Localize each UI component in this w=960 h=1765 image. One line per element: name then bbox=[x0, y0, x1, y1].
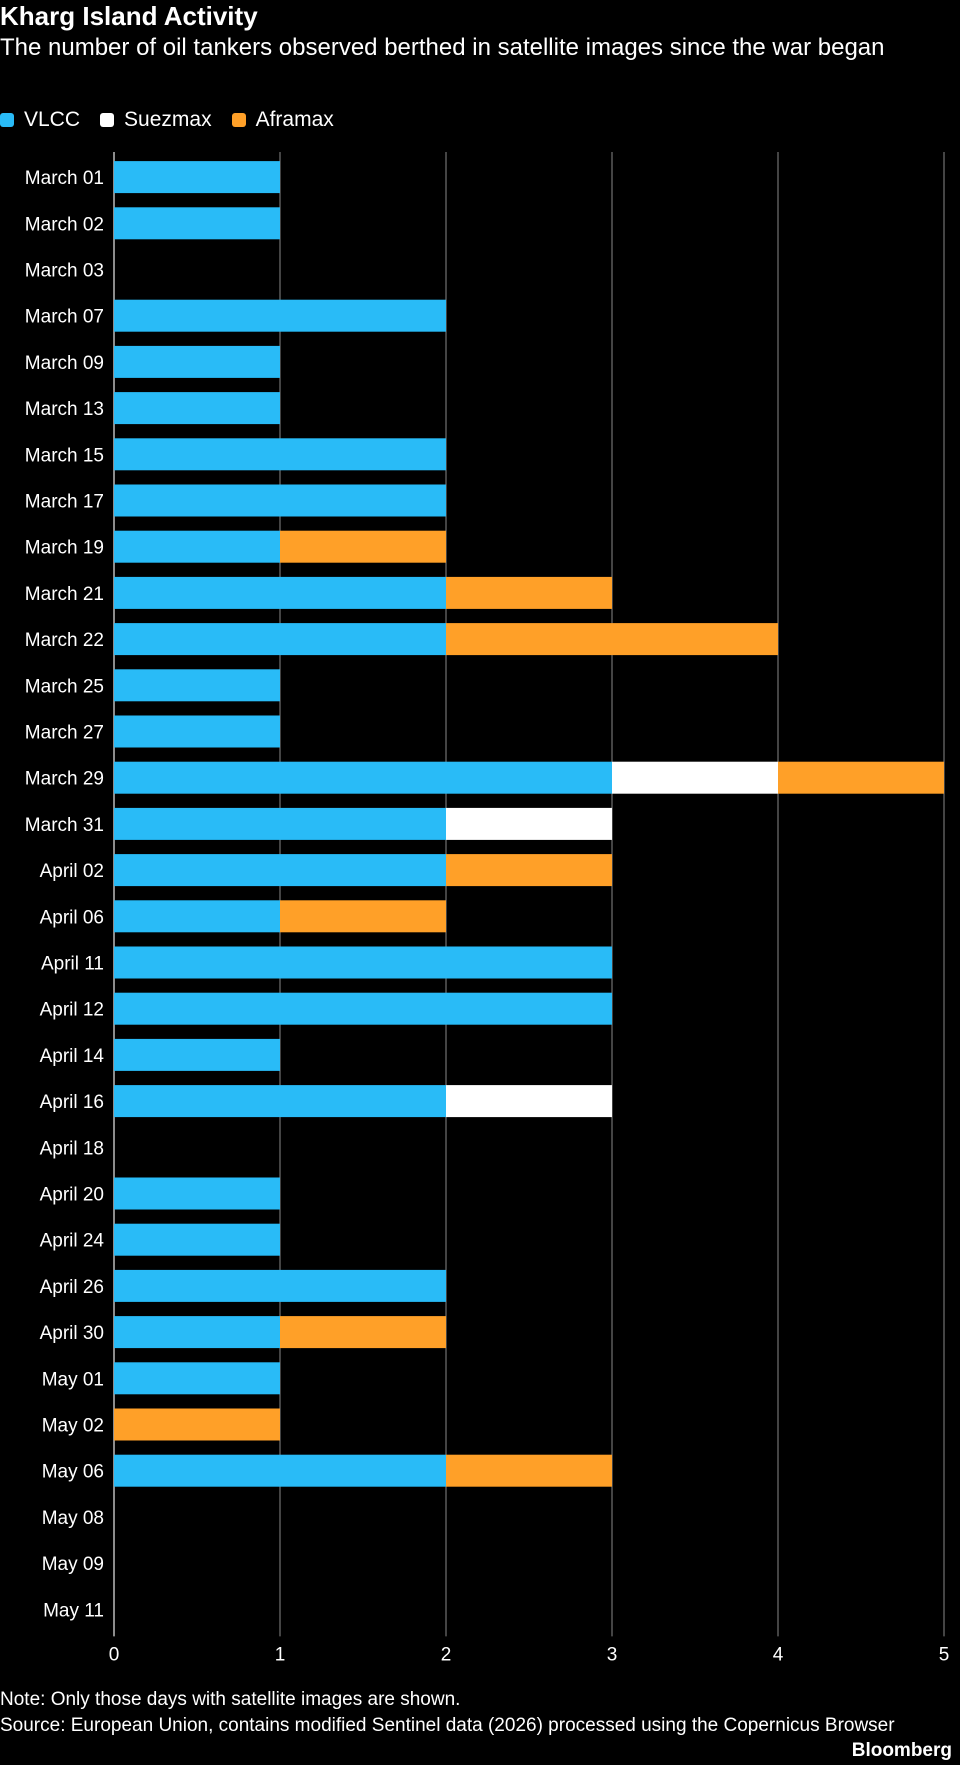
bar-vlcc-march-09 bbox=[114, 345, 280, 378]
bar-vlcc-april-16 bbox=[114, 1085, 446, 1118]
category-label-march-13: March 13 bbox=[25, 399, 104, 420]
bar-aframax-april-02 bbox=[446, 854, 612, 887]
category-label-april-24: April 24 bbox=[40, 1231, 105, 1252]
bar-aframax-may-02 bbox=[114, 1408, 280, 1441]
bar-vlcc-april-20 bbox=[114, 1177, 280, 1210]
category-label-march-29: March 29 bbox=[25, 769, 104, 790]
category-label-may-08: May 08 bbox=[42, 1508, 104, 1529]
legend-swatch-suezmax bbox=[100, 113, 115, 127]
footer-source: Source: European Union, contains modifie… bbox=[0, 1715, 895, 1736]
category-label-may-11: May 11 bbox=[43, 1600, 104, 1621]
category-label-march-15: March 15 bbox=[25, 445, 104, 466]
x-axis: 0 1 2 3 4 5 bbox=[109, 1644, 950, 1665]
category-label-may-06: May 06 bbox=[42, 1462, 104, 1483]
category-label-march-17: March 17 bbox=[25, 492, 104, 513]
category-label-march-21: March 21 bbox=[25, 584, 104, 605]
bar-vlcc-may-01 bbox=[114, 1362, 280, 1395]
bar-vlcc-april-26 bbox=[114, 1269, 446, 1302]
legend-item-vlcc: VLCC bbox=[0, 108, 80, 132]
category-label-march-22: March 22 bbox=[25, 630, 104, 651]
category-labels: March 01 March 02 March 03 March 07 March 09… bbox=[25, 168, 105, 1621]
bar-vlcc-april-12 bbox=[114, 992, 612, 1025]
bar-suezmax-april-16 bbox=[446, 1085, 612, 1118]
bar-vlcc-april-02 bbox=[114, 854, 446, 887]
category-label-may-01: May 01 bbox=[42, 1369, 104, 1390]
category-label-march-02: March 02 bbox=[25, 214, 104, 235]
brand-logo-text: Bloomberg bbox=[851, 1740, 952, 1761]
legend-label-aframax: Aframax bbox=[255, 108, 334, 131]
category-label-april-06: April 06 bbox=[40, 907, 104, 928]
bar-vlcc-april-06 bbox=[114, 900, 280, 933]
category-label-may-09: May 09 bbox=[42, 1554, 104, 1575]
bar-aframax-march-22 bbox=[446, 623, 778, 656]
bar-aframax-march-21 bbox=[446, 576, 612, 609]
x-tick-label-0: 0 bbox=[109, 1644, 120, 1665]
x-tick-label-5: 5 bbox=[939, 1644, 950, 1665]
category-label-march-27: March 27 bbox=[25, 723, 104, 744]
bar-vlcc-march-27 bbox=[114, 715, 280, 748]
category-label-april-02: April 02 bbox=[40, 861, 104, 882]
bars bbox=[114, 161, 944, 1487]
bar-aframax-may-06 bbox=[446, 1454, 612, 1487]
bar-aframax-april-30 bbox=[280, 1316, 446, 1349]
bar-vlcc-march-13 bbox=[114, 392, 280, 425]
bar-vlcc-march-07 bbox=[114, 299, 446, 332]
bar-vlcc-may-06 bbox=[114, 1454, 446, 1487]
bar-vlcc-march-21 bbox=[114, 576, 446, 609]
chart-title: Kharg Island Activity bbox=[0, 1, 258, 31]
legend-label-vlcc: VLCC bbox=[24, 108, 81, 131]
chart-legend: VLCC Suezmax Aframax bbox=[0, 106, 354, 134]
bar-vlcc-april-30 bbox=[114, 1316, 280, 1349]
category-label-march-31: March 31 bbox=[25, 815, 104, 836]
bar-suezmax-march-29 bbox=[612, 761, 778, 794]
category-label-march-25: March 25 bbox=[25, 676, 104, 697]
bar-vlcc-april-24 bbox=[114, 1223, 280, 1256]
bar-vlcc-march-22 bbox=[114, 623, 446, 656]
bar-vlcc-march-01 bbox=[114, 161, 280, 194]
bar-vlcc-march-17 bbox=[114, 484, 446, 517]
category-label-april-11: April 11 bbox=[41, 954, 104, 975]
category-label-march-01: March 01 bbox=[25, 168, 104, 189]
category-label-april-16: April 16 bbox=[40, 1092, 104, 1113]
bar-vlcc-march-19 bbox=[114, 530, 280, 563]
category-label-april-26: April 26 bbox=[40, 1277, 104, 1298]
bar-suezmax-march-31 bbox=[446, 807, 612, 840]
bar-aframax-april-06 bbox=[280, 900, 446, 933]
legend-item-suezmax: Suezmax bbox=[100, 108, 212, 132]
bar-vlcc-march-25 bbox=[114, 669, 280, 702]
bar-vlcc-march-31 bbox=[114, 807, 446, 840]
bar-vlcc-april-11 bbox=[114, 946, 612, 979]
legend-item-aframax: Aframax bbox=[231, 108, 334, 132]
x-tick-label-2: 2 bbox=[441, 1644, 452, 1665]
bar-vlcc-march-15 bbox=[114, 438, 446, 471]
x-tick-label-1: 1 bbox=[275, 1644, 286, 1665]
category-label-march-09: March 09 bbox=[25, 353, 104, 374]
category-label-march-19: March 19 bbox=[25, 538, 104, 559]
bar-vlcc-march-02 bbox=[114, 207, 280, 240]
x-tick-label-3: 3 bbox=[607, 1644, 618, 1665]
category-label-may-02: May 02 bbox=[42, 1416, 104, 1437]
category-label-april-30: April 30 bbox=[40, 1323, 104, 1344]
bar-vlcc-april-14 bbox=[114, 1038, 280, 1071]
category-label-march-03: March 03 bbox=[25, 261, 104, 282]
category-label-april-12: April 12 bbox=[40, 1000, 104, 1021]
bar-vlcc-march-29 bbox=[114, 761, 612, 794]
category-label-april-20: April 20 bbox=[40, 1185, 104, 1206]
legend-swatch-aframax bbox=[231, 113, 246, 127]
bar-aframax-march-19 bbox=[280, 530, 446, 563]
category-label-march-07: March 07 bbox=[25, 307, 104, 328]
x-tick-label-4: 4 bbox=[773, 1644, 784, 1665]
category-label-april-18: April 18 bbox=[40, 1138, 104, 1159]
legend-label-suezmax: Suezmax bbox=[124, 108, 212, 131]
chart-subtitle: The number of oil tankers observed berth… bbox=[0, 34, 885, 61]
legend-swatch-vlcc bbox=[0, 113, 14, 127]
footer-note: Note: Only those days with satellite ima… bbox=[0, 1689, 461, 1710]
category-label-april-14: April 14 bbox=[40, 1046, 105, 1067]
bar-aframax-march-29 bbox=[778, 761, 944, 794]
